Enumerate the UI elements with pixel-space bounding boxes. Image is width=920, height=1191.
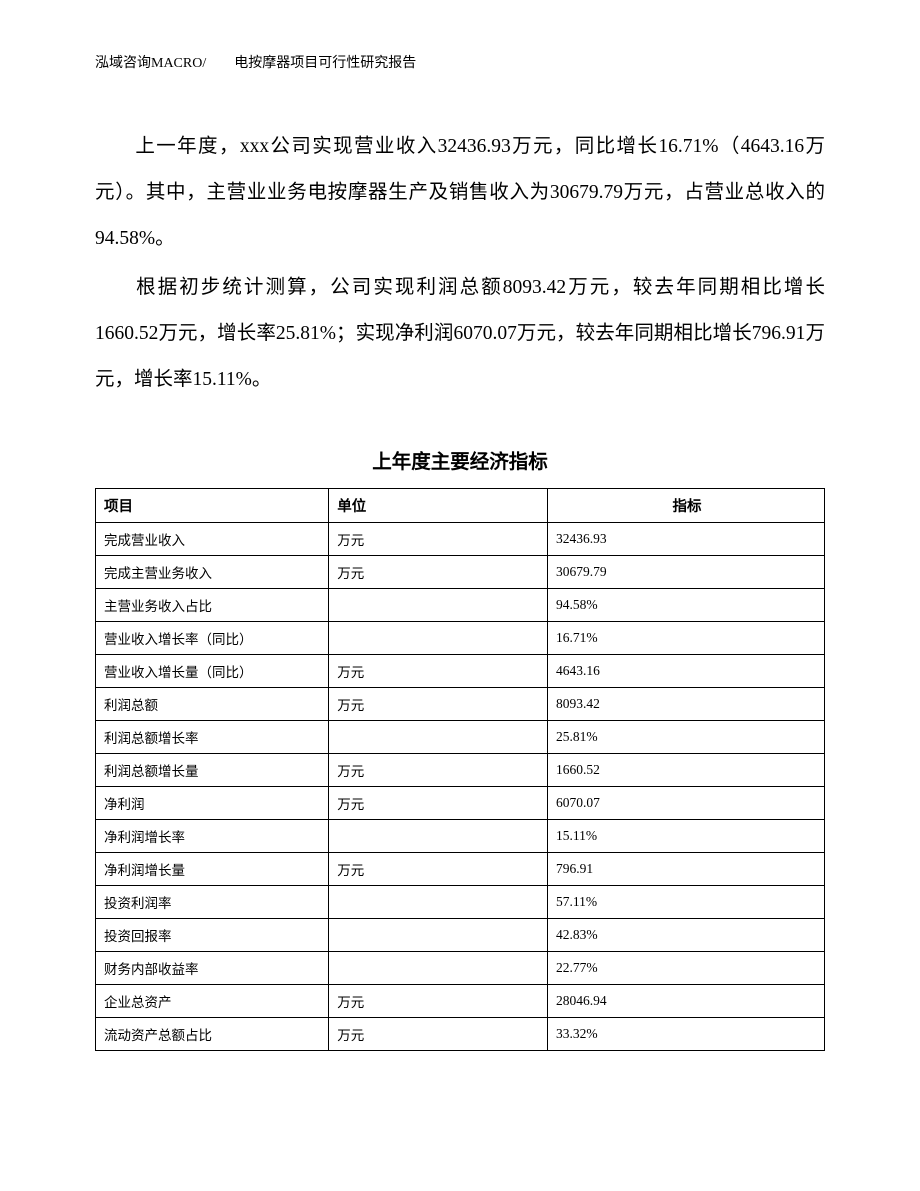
cell-unit bbox=[329, 621, 548, 654]
cell-value: 94.58% bbox=[547, 588, 824, 621]
table-header-row: 项目 单位 指标 bbox=[96, 488, 825, 522]
table-row: 投资回报率 42.83% bbox=[96, 918, 825, 951]
table-row: 投资利润率 57.11% bbox=[96, 885, 825, 918]
cell-unit: 万元 bbox=[329, 522, 548, 555]
table-title: 上年度主要经济指标 bbox=[95, 445, 825, 474]
cell-item: 净利润增长率 bbox=[96, 819, 329, 852]
cell-value: 16.71% bbox=[547, 621, 824, 654]
cell-value: 28046.94 bbox=[547, 984, 824, 1017]
cell-unit bbox=[329, 918, 548, 951]
cell-item: 营业收入增长率（同比） bbox=[96, 621, 329, 654]
table-row: 营业收入增长率（同比） 16.71% bbox=[96, 621, 825, 654]
table-row: 流动资产总额占比万元33.32% bbox=[96, 1017, 825, 1050]
cell-value: 6070.07 bbox=[547, 786, 824, 819]
cell-item: 主营业务收入占比 bbox=[96, 588, 329, 621]
cell-item: 净利润 bbox=[96, 786, 329, 819]
cell-item: 利润总额增长量 bbox=[96, 753, 329, 786]
page-header: 泓域咨询MACRO/ 电按摩器项目可行性研究报告 bbox=[95, 52, 825, 72]
cell-value: 796.91 bbox=[547, 852, 824, 885]
table-row: 利润总额万元8093.42 bbox=[96, 687, 825, 720]
cell-item: 完成主营业务收入 bbox=[96, 555, 329, 588]
table-row: 财务内部收益率 22.77% bbox=[96, 951, 825, 984]
table-row: 净利润万元6070.07 bbox=[96, 786, 825, 819]
table-row: 净利润增长量万元796.91 bbox=[96, 852, 825, 885]
cell-value: 57.11% bbox=[547, 885, 824, 918]
paragraph-2: 根据初步统计测算，公司实现利润总额8093.42万元，较去年同期相比增长1660… bbox=[95, 265, 825, 402]
cell-unit bbox=[329, 885, 548, 918]
table-row: 利润总额增长量万元1660.52 bbox=[96, 753, 825, 786]
table-row: 主营业务收入占比 94.58% bbox=[96, 588, 825, 621]
cell-unit bbox=[329, 720, 548, 753]
indicators-table: 项目 单位 指标 完成营业收入万元32436.93 完成主营业务收入万元3067… bbox=[95, 488, 825, 1051]
cell-value: 4643.16 bbox=[547, 654, 824, 687]
table-row: 净利润增长率 15.11% bbox=[96, 819, 825, 852]
cell-unit bbox=[329, 588, 548, 621]
cell-item: 流动资产总额占比 bbox=[96, 1017, 329, 1050]
cell-item: 财务内部收益率 bbox=[96, 951, 329, 984]
cell-value: 32436.93 bbox=[547, 522, 824, 555]
cell-unit: 万元 bbox=[329, 687, 548, 720]
cell-item: 利润总额增长率 bbox=[96, 720, 329, 753]
cell-item: 完成营业收入 bbox=[96, 522, 329, 555]
cell-value: 1660.52 bbox=[547, 753, 824, 786]
col-header-value: 指标 bbox=[547, 488, 824, 522]
cell-value: 25.81% bbox=[547, 720, 824, 753]
cell-unit: 万元 bbox=[329, 852, 548, 885]
cell-unit: 万元 bbox=[329, 984, 548, 1017]
cell-item: 利润总额 bbox=[96, 687, 329, 720]
table-row: 完成主营业务收入万元30679.79 bbox=[96, 555, 825, 588]
cell-unit: 万元 bbox=[329, 654, 548, 687]
cell-item: 投资利润率 bbox=[96, 885, 329, 918]
paragraph-2-text: 根据初步统计测算，公司实现利润总额8093.42万元，较去年同期相比增长1660… bbox=[95, 277, 825, 390]
col-header-item: 项目 bbox=[96, 488, 329, 522]
cell-value: 33.32% bbox=[547, 1017, 824, 1050]
paragraph-1-text: 上一年度，xxx公司实现营业收入32436.93万元，同比增长16.71%（46… bbox=[95, 136, 825, 249]
cell-unit: 万元 bbox=[329, 1017, 548, 1050]
cell-unit: 万元 bbox=[329, 555, 548, 588]
cell-unit: 万元 bbox=[329, 786, 548, 819]
cell-item: 企业总资产 bbox=[96, 984, 329, 1017]
cell-item: 净利润增长量 bbox=[96, 852, 329, 885]
cell-value: 22.77% bbox=[547, 951, 824, 984]
cell-item: 营业收入增长量（同比） bbox=[96, 654, 329, 687]
table-row: 营业收入增长量（同比）万元4643.16 bbox=[96, 654, 825, 687]
cell-value: 30679.79 bbox=[547, 555, 824, 588]
paragraph-1: 上一年度，xxx公司实现营业收入32436.93万元，同比增长16.71%（46… bbox=[95, 124, 825, 261]
cell-item: 投资回报率 bbox=[96, 918, 329, 951]
cell-value: 8093.42 bbox=[547, 687, 824, 720]
table-row: 完成营业收入万元32436.93 bbox=[96, 522, 825, 555]
cell-unit: 万元 bbox=[329, 753, 548, 786]
cell-unit bbox=[329, 951, 548, 984]
table-row: 利润总额增长率 25.81% bbox=[96, 720, 825, 753]
cell-value: 42.83% bbox=[547, 918, 824, 951]
table-row: 企业总资产万元28046.94 bbox=[96, 984, 825, 1017]
cell-unit bbox=[329, 819, 548, 852]
cell-value: 15.11% bbox=[547, 819, 824, 852]
table-body: 完成营业收入万元32436.93 完成主营业务收入万元30679.79 主营业务… bbox=[96, 522, 825, 1050]
col-header-unit: 单位 bbox=[329, 488, 548, 522]
